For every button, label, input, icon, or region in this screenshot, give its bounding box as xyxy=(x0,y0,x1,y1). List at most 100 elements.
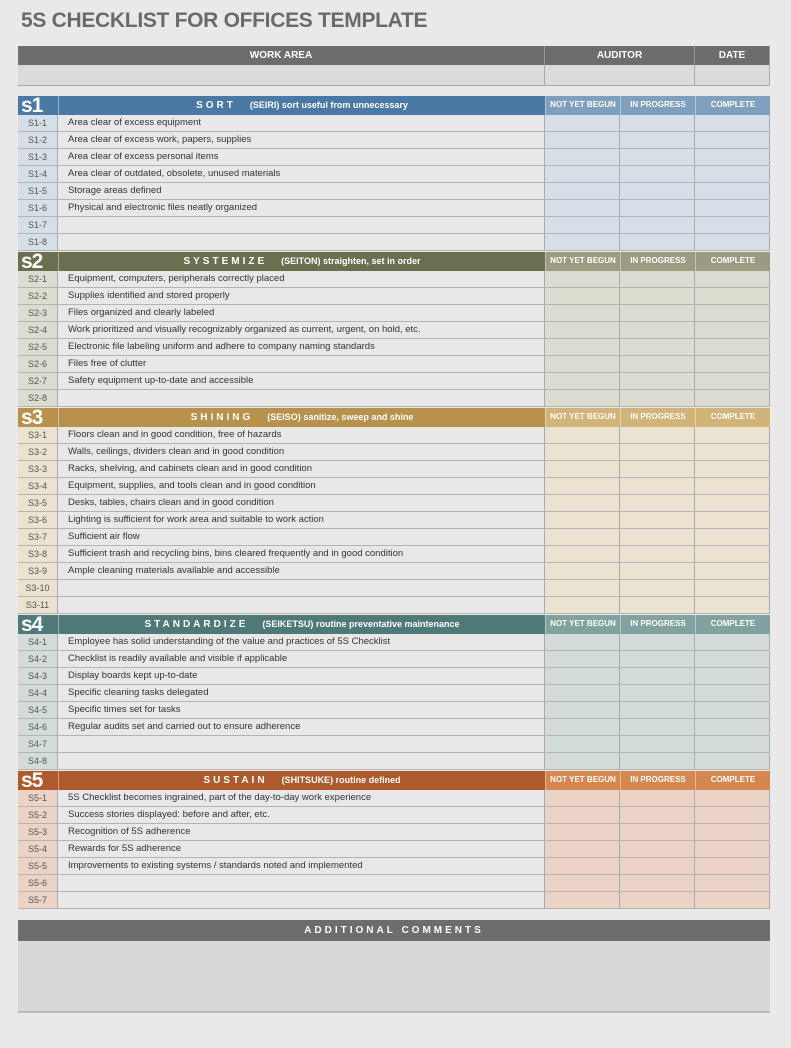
not-yet-begun-cell[interactable] xyxy=(545,444,620,460)
in-progress-cell[interactable] xyxy=(620,790,695,806)
in-progress-cell[interactable] xyxy=(620,875,695,891)
item-description[interactable]: Checklist is readily available and visib… xyxy=(58,651,545,667)
in-progress-cell[interactable] xyxy=(620,305,695,321)
not-yet-begun-cell[interactable] xyxy=(545,824,620,840)
complete-cell[interactable] xyxy=(695,753,770,769)
complete-cell[interactable] xyxy=(695,339,770,355)
not-yet-begun-cell[interactable] xyxy=(545,702,620,718)
not-yet-begun-cell[interactable] xyxy=(545,183,620,199)
in-progress-cell[interactable] xyxy=(620,115,695,131)
not-yet-begun-cell[interactable] xyxy=(545,685,620,701)
complete-cell[interactable] xyxy=(695,234,770,250)
not-yet-begun-cell[interactable] xyxy=(545,668,620,684)
in-progress-cell[interactable] xyxy=(620,356,695,372)
item-description[interactable]: Area clear of excess personal items xyxy=(58,149,545,165)
item-description[interactable]: Ample cleaning materials available and a… xyxy=(58,563,545,579)
in-progress-cell[interactable] xyxy=(620,512,695,528)
item-description[interactable]: Regular audits set and carried out to en… xyxy=(58,719,545,735)
item-description[interactable]: Display boards kept up-to-date xyxy=(58,668,545,684)
in-progress-cell[interactable] xyxy=(620,390,695,406)
complete-cell[interactable] xyxy=(695,288,770,304)
complete-cell[interactable] xyxy=(695,790,770,806)
in-progress-cell[interactable] xyxy=(620,149,695,165)
complete-cell[interactable] xyxy=(695,719,770,735)
complete-cell[interactable] xyxy=(695,875,770,891)
not-yet-begun-cell[interactable] xyxy=(545,807,620,823)
work-area-field[interactable] xyxy=(18,65,545,86)
complete-cell[interactable] xyxy=(695,217,770,233)
in-progress-cell[interactable] xyxy=(620,858,695,874)
item-description[interactable]: Storage areas defined xyxy=(58,183,545,199)
complete-cell[interactable] xyxy=(695,512,770,528)
in-progress-cell[interactable] xyxy=(620,132,695,148)
item-description[interactable]: Physical and electronic files neatly org… xyxy=(58,200,545,216)
not-yet-begun-cell[interactable] xyxy=(545,546,620,562)
not-yet-begun-cell[interactable] xyxy=(545,461,620,477)
complete-cell[interactable] xyxy=(695,356,770,372)
complete-cell[interactable] xyxy=(695,702,770,718)
in-progress-cell[interactable] xyxy=(620,563,695,579)
not-yet-begun-cell[interactable] xyxy=(545,597,620,613)
in-progress-cell[interactable] xyxy=(620,461,695,477)
item-description[interactable]: Racks, shelving, and cabinets clean and … xyxy=(58,461,545,477)
not-yet-begun-cell[interactable] xyxy=(545,634,620,650)
item-description[interactable]: Specific cleaning tasks delegated xyxy=(58,685,545,701)
in-progress-cell[interactable] xyxy=(620,719,695,735)
not-yet-begun-cell[interactable] xyxy=(545,115,620,131)
item-description[interactable]: Area clear of outdated, obsolete, unused… xyxy=(58,166,545,182)
in-progress-cell[interactable] xyxy=(620,183,695,199)
complete-cell[interactable] xyxy=(695,668,770,684)
not-yet-begun-cell[interactable] xyxy=(545,719,620,735)
item-description[interactable]: Safety equipment up-to-date and accessib… xyxy=(58,373,545,389)
item-description[interactable]: Area clear of excess equipment xyxy=(58,115,545,131)
item-description[interactable]: Sufficient trash and recycling bins, bin… xyxy=(58,546,545,562)
complete-cell[interactable] xyxy=(695,563,770,579)
not-yet-begun-cell[interactable] xyxy=(545,790,620,806)
item-description[interactable]: Equipment, computers, peripherals correc… xyxy=(58,271,545,287)
complete-cell[interactable] xyxy=(695,841,770,857)
item-description[interactable]: 5S Checklist becomes ingrained, part of … xyxy=(58,790,545,806)
item-description[interactable]: Files organized and clearly labeled xyxy=(58,305,545,321)
item-description[interactable] xyxy=(58,875,545,891)
complete-cell[interactable] xyxy=(695,478,770,494)
in-progress-cell[interactable] xyxy=(620,322,695,338)
complete-cell[interactable] xyxy=(695,597,770,613)
in-progress-cell[interactable] xyxy=(620,166,695,182)
complete-cell[interactable] xyxy=(695,427,770,443)
in-progress-cell[interactable] xyxy=(620,685,695,701)
not-yet-begun-cell[interactable] xyxy=(545,271,620,287)
not-yet-begun-cell[interactable] xyxy=(545,495,620,511)
in-progress-cell[interactable] xyxy=(620,373,695,389)
not-yet-begun-cell[interactable] xyxy=(545,736,620,752)
complete-cell[interactable] xyxy=(695,149,770,165)
not-yet-begun-cell[interactable] xyxy=(545,580,620,596)
complete-cell[interactable] xyxy=(695,651,770,667)
item-description[interactable]: Sufficient air flow xyxy=(58,529,545,545)
not-yet-begun-cell[interactable] xyxy=(545,563,620,579)
in-progress-cell[interactable] xyxy=(620,427,695,443)
complete-cell[interactable] xyxy=(695,685,770,701)
in-progress-cell[interactable] xyxy=(620,546,695,562)
in-progress-cell[interactable] xyxy=(620,824,695,840)
in-progress-cell[interactable] xyxy=(620,668,695,684)
complete-cell[interactable] xyxy=(695,495,770,511)
not-yet-begun-cell[interactable] xyxy=(545,892,620,908)
complete-cell[interactable] xyxy=(695,461,770,477)
complete-cell[interactable] xyxy=(695,807,770,823)
in-progress-cell[interactable] xyxy=(620,234,695,250)
in-progress-cell[interactable] xyxy=(620,841,695,857)
in-progress-cell[interactable] xyxy=(620,753,695,769)
complete-cell[interactable] xyxy=(695,271,770,287)
not-yet-begun-cell[interactable] xyxy=(545,427,620,443)
not-yet-begun-cell[interactable] xyxy=(545,322,620,338)
not-yet-begun-cell[interactable] xyxy=(545,166,620,182)
not-yet-begun-cell[interactable] xyxy=(545,373,620,389)
item-description[interactable]: Walls, ceilings, dividers clean and in g… xyxy=(58,444,545,460)
item-description[interactable]: Supplies identified and stored properly xyxy=(58,288,545,304)
not-yet-begun-cell[interactable] xyxy=(545,356,620,372)
in-progress-cell[interactable] xyxy=(620,580,695,596)
in-progress-cell[interactable] xyxy=(620,651,695,667)
not-yet-begun-cell[interactable] xyxy=(545,234,620,250)
complete-cell[interactable] xyxy=(695,634,770,650)
complete-cell[interactable] xyxy=(695,322,770,338)
